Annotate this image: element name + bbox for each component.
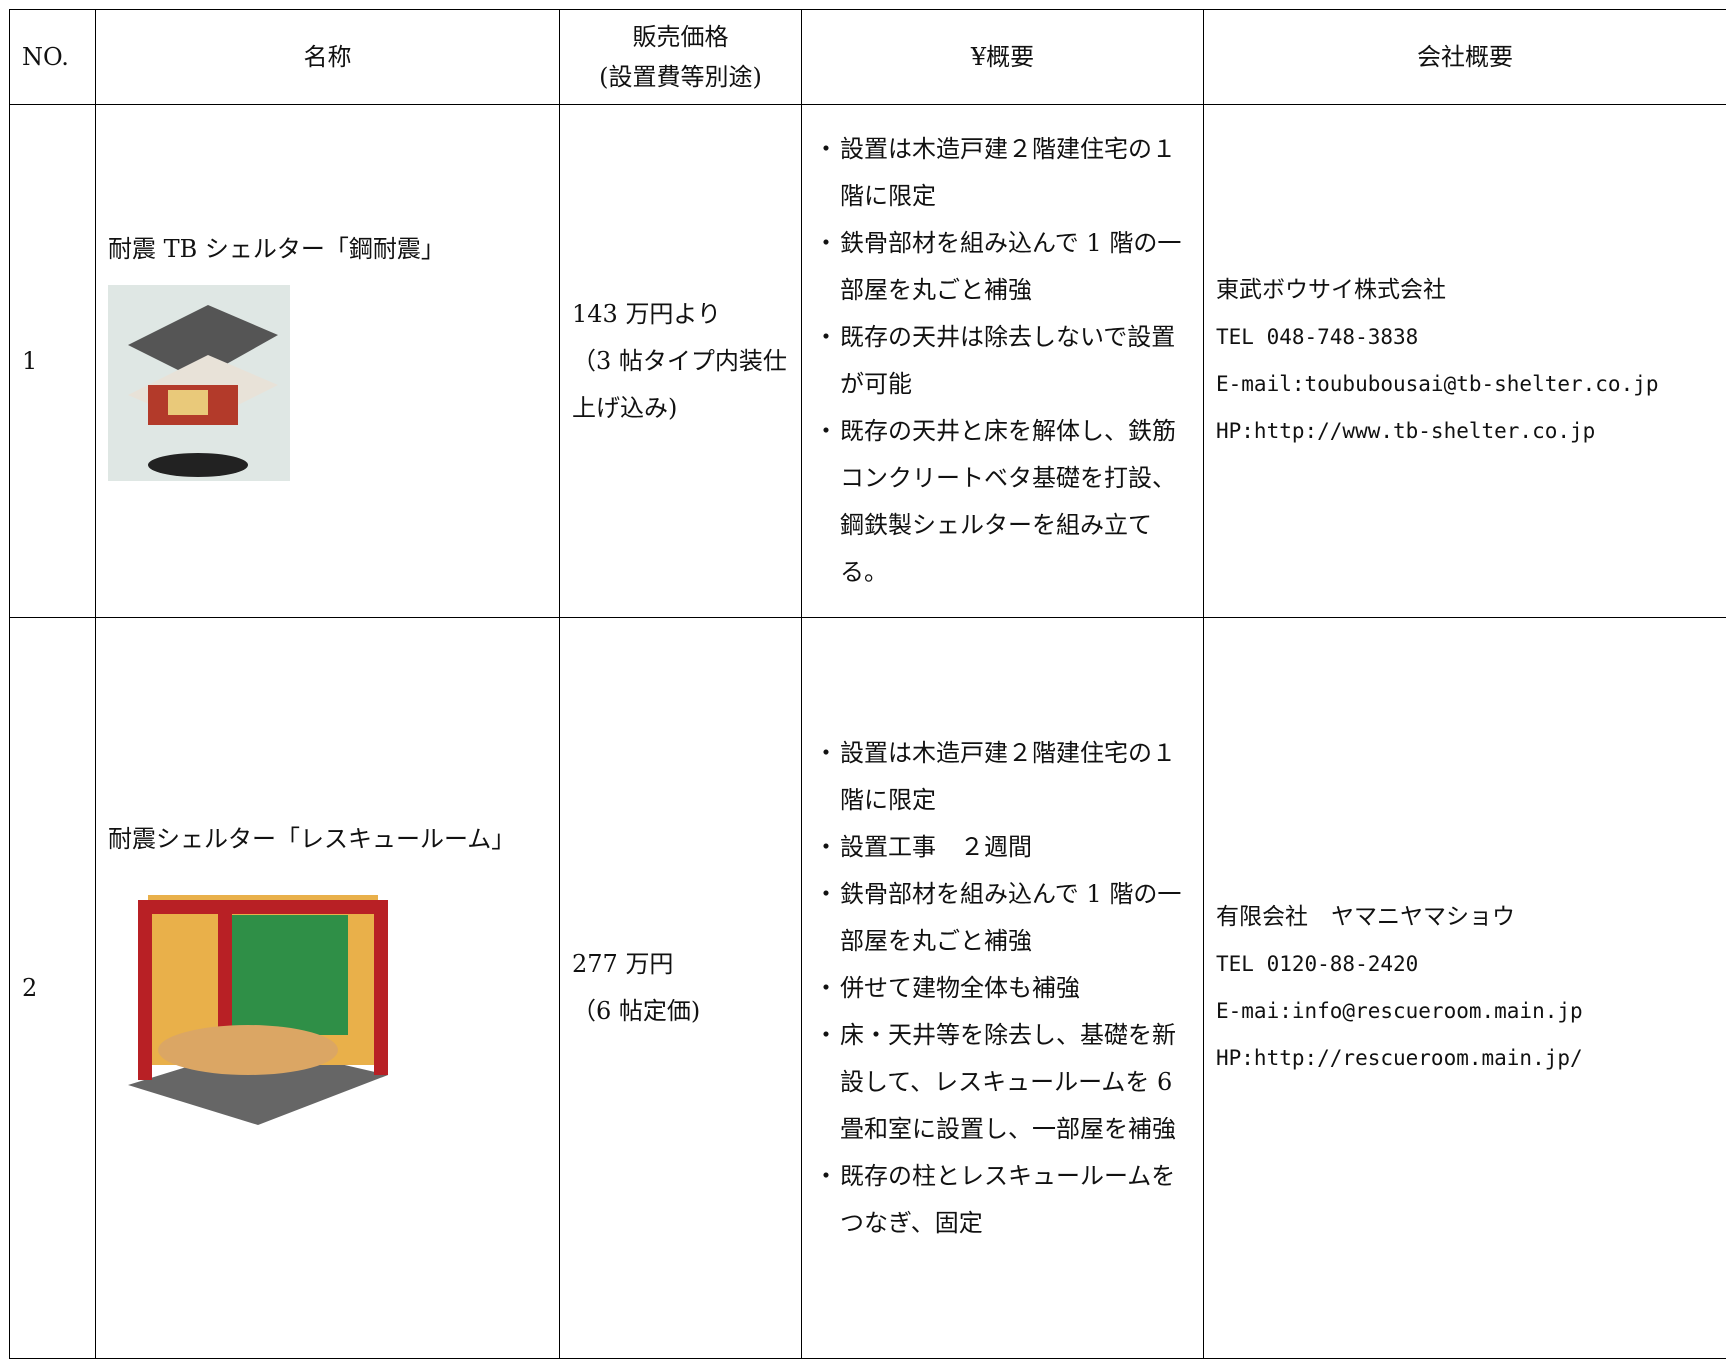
name-cell: 耐震シェルター「レスキュールーム」 [96, 618, 560, 1359]
header-cell: 会社概要 [1204, 10, 1726, 105]
summary-item: 床・天井等を除去し、基礎を新設して、レスキュールームを 6 畳和室に設置し、一部… [814, 1012, 1191, 1153]
header-cell: 販売価格(設置費等別途) [560, 10, 802, 105]
company-line: TEL 0120-88-2420 [1216, 941, 1714, 988]
price-line: （6 帖定価) [572, 988, 789, 1035]
number-cell: 1 [10, 105, 96, 618]
summary-item: 設置は木造戸建２階建住宅の１階に限定 [814, 730, 1191, 824]
summary-item: 併せて建物全体も補強 [814, 965, 1191, 1012]
header-cell: 名称 [96, 10, 560, 105]
company-line: HP:http://www.tb-shelter.co.jp [1216, 408, 1714, 455]
price-cell: 277 万円（6 帖定価) [560, 618, 802, 1359]
summary-list: 設置は木造戸建２階建住宅の１階に限定鉄骨部材を組み込んで 1 階の一部屋を丸ごと… [814, 126, 1191, 596]
number-cell: 2 [10, 618, 96, 1359]
summary-cell: 設置は木造戸建２階建住宅の１階に限定設置工事 ２週間鉄骨部材を組み込んで 1 階… [802, 618, 1204, 1359]
summary-item: 鉄骨部材を組み込んで 1 階の一部屋を丸ごと補強 [814, 220, 1191, 314]
summary-item: 既存の柱とレスキュールームをつなぎ、固定 [814, 1153, 1191, 1247]
company-line: E-mail:toububousai@tb-shelter.co.jp [1216, 361, 1714, 408]
summary-item: 既存の天井は除去しないで設置が可能 [814, 314, 1191, 408]
company-line: E-mai:info@rescueroom.main.jp [1216, 988, 1714, 1035]
header-line: 販売価格 [572, 17, 789, 57]
product-name: 耐震シェルター「レスキュールーム」 [108, 816, 547, 863]
company-line: TEL 048-748-3838 [1216, 314, 1714, 361]
summary-list: 設置は木造戸建２階建住宅の１階に限定設置工事 ２週間鉄骨部材を組み込んで 1 階… [814, 730, 1191, 1247]
product-image [108, 875, 547, 1161]
table-body: 1 耐震 TB シェルター「鋼耐震」 143 万円より（3 帖タイプ内装仕上げ込み)… [10, 105, 1726, 1359]
header-line: (設置費等別途) [572, 57, 789, 97]
price-line: 277 万円 [572, 941, 789, 988]
company-line: 東武ボウサイ株式会社 [1216, 267, 1714, 314]
header-row: NO.名称販売価格(設置費等別途)¥概要会社概要 [10, 10, 1726, 105]
price-cell: 143 万円より（3 帖タイプ内装仕上げ込み) [560, 105, 802, 618]
summary-item: 鉄骨部材を組み込んで 1 階の一部屋を丸ごと補強 [814, 871, 1191, 965]
name-cell: 耐震 TB シェルター「鋼耐震」 [96, 105, 560, 618]
company-line: HP:http://rescueroom.main.jp/ [1216, 1035, 1714, 1082]
price-line: 143 万円より [572, 291, 789, 338]
price-line: （3 帖タイプ内装仕上げ込み) [572, 338, 789, 432]
summary-item: 設置は木造戸建２階建住宅の１階に限定 [814, 126, 1191, 220]
product-name: 耐震 TB シェルター「鋼耐震」 [108, 226, 547, 273]
summary-item: 設置工事 ２週間 [814, 824, 1191, 871]
header-cell: ¥概要 [802, 10, 1204, 105]
company-line: 有限会社 ヤマニヤマショウ [1216, 894, 1714, 941]
product-image [108, 285, 547, 497]
table-row: 1 耐震 TB シェルター「鋼耐震」 143 万円より（3 帖タイプ内装仕上げ込み)… [10, 105, 1726, 618]
summary-item: 既存の天井と床を解体し、鉄筋コンクリートベタ基礎を打設、鋼鉄製シェルターを組み立… [814, 408, 1191, 596]
summary-cell: 設置は木造戸建２階建住宅の１階に限定鉄骨部材を組み込んで 1 階の一部屋を丸ごと… [802, 105, 1204, 618]
header-cell: NO. [10, 10, 96, 105]
